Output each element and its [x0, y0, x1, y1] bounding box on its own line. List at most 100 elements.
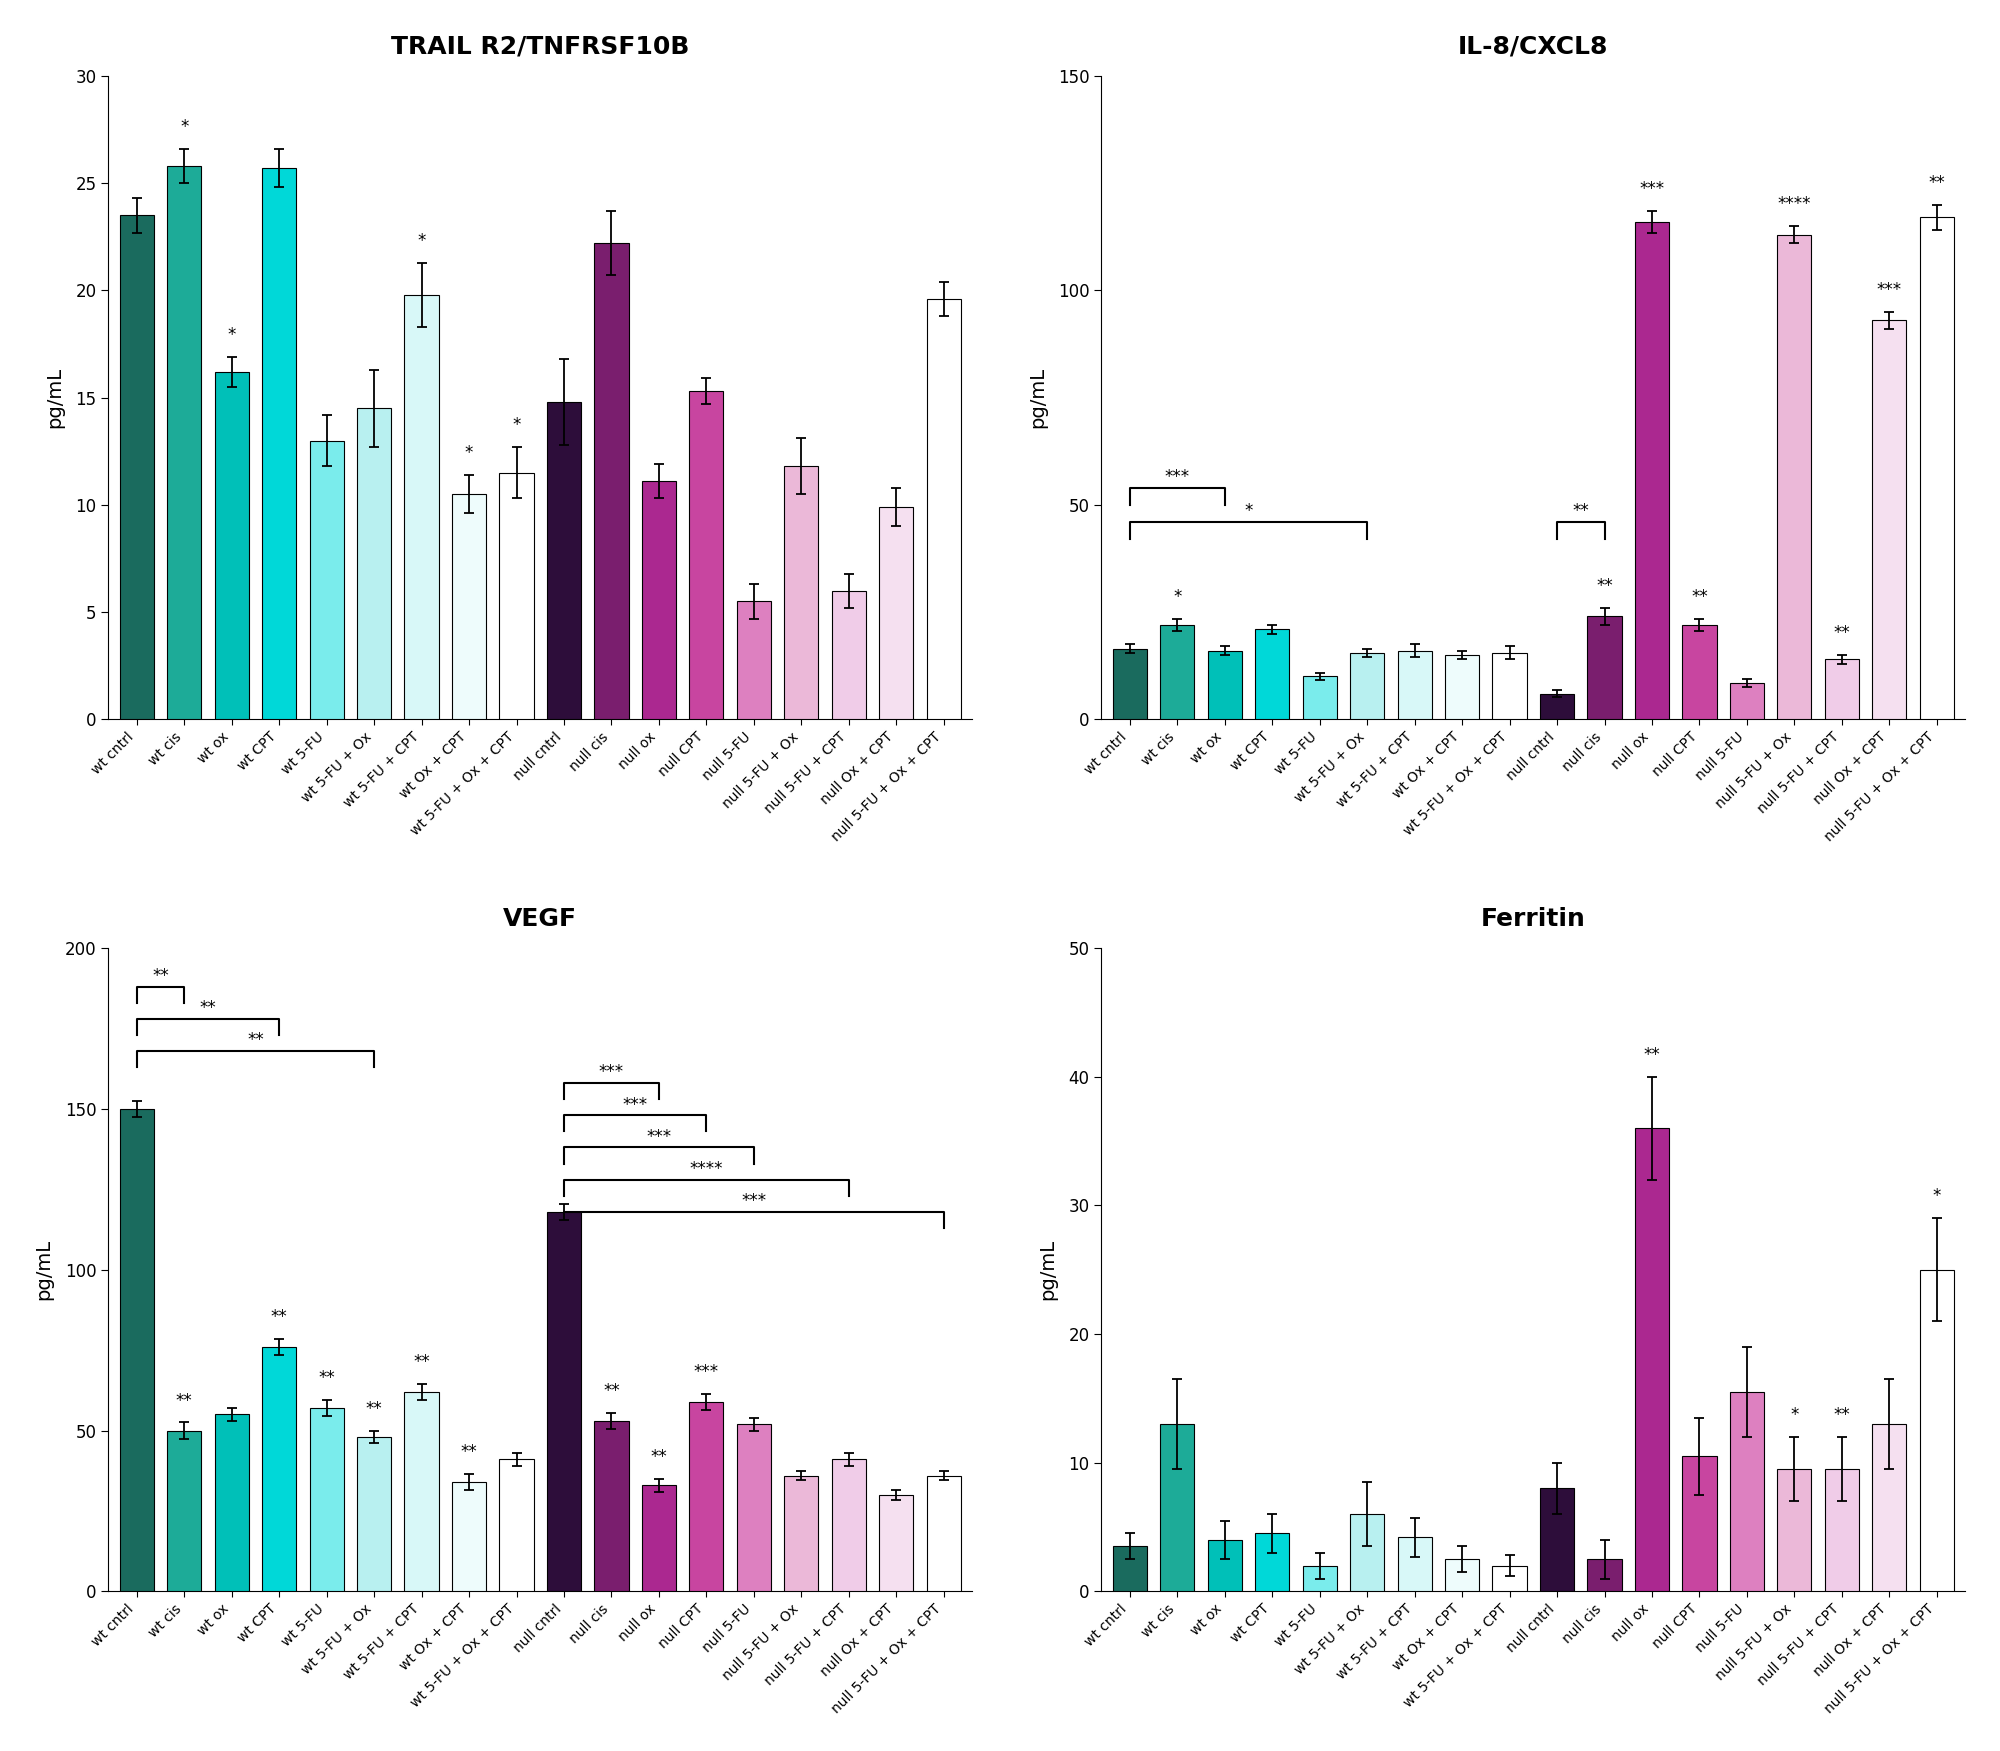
Bar: [500, 473, 534, 720]
Bar: [1112, 648, 1146, 720]
Title: TRAIL R2/TNFRSF10B: TRAIL R2/TNFRSF10B: [392, 35, 690, 60]
Text: ***: ***: [742, 1192, 766, 1210]
Bar: [1398, 1537, 1432, 1592]
Bar: [1540, 1488, 1574, 1592]
Text: **: **: [152, 967, 168, 986]
Text: **: **: [414, 1354, 430, 1371]
Text: **: **: [1572, 503, 1590, 520]
Bar: [452, 494, 486, 720]
Bar: [880, 508, 914, 720]
Title: VEGF: VEGF: [504, 907, 578, 932]
Bar: [1302, 1565, 1336, 1592]
Bar: [1920, 217, 1954, 720]
Bar: [546, 403, 582, 720]
Bar: [690, 390, 724, 720]
Bar: [1112, 1546, 1146, 1592]
Bar: [214, 371, 248, 720]
Text: **: **: [460, 1443, 478, 1460]
Bar: [594, 243, 628, 720]
Text: *: *: [1174, 588, 1182, 606]
Text: **: **: [270, 1308, 288, 1326]
Bar: [358, 408, 392, 720]
Bar: [1778, 235, 1812, 720]
Bar: [404, 1392, 438, 1592]
Bar: [1492, 653, 1526, 720]
Text: *: *: [228, 326, 236, 343]
Y-axis label: pg/mL: pg/mL: [1028, 368, 1046, 429]
Bar: [262, 168, 296, 720]
Bar: [832, 1460, 866, 1592]
Bar: [1730, 1392, 1764, 1592]
Text: ***: ***: [646, 1128, 672, 1145]
Bar: [880, 1495, 914, 1592]
Bar: [1778, 1469, 1812, 1592]
Text: **: **: [248, 1031, 264, 1049]
Text: **: **: [318, 1369, 336, 1387]
Bar: [926, 1476, 960, 1592]
Text: *: *: [464, 445, 474, 462]
Bar: [500, 1460, 534, 1592]
Bar: [642, 482, 676, 720]
Bar: [1540, 693, 1574, 720]
Bar: [1682, 1457, 1716, 1592]
Bar: [1446, 1558, 1480, 1592]
Text: **: **: [650, 1448, 668, 1466]
Text: *: *: [418, 231, 426, 250]
Bar: [1634, 222, 1670, 720]
Bar: [926, 299, 960, 720]
Bar: [1160, 1424, 1194, 1592]
Bar: [1350, 1515, 1384, 1592]
Bar: [358, 1438, 392, 1592]
Text: ***: ***: [694, 1362, 718, 1382]
Text: *: *: [512, 417, 520, 434]
Text: **: **: [1644, 1045, 1660, 1065]
Bar: [1256, 629, 1290, 720]
Bar: [1398, 651, 1432, 720]
Bar: [1920, 1269, 1954, 1592]
Text: **: **: [1928, 173, 1946, 193]
Bar: [1492, 1565, 1526, 1592]
Bar: [1302, 676, 1336, 720]
Text: ***: ***: [598, 1063, 624, 1082]
Y-axis label: pg/mL: pg/mL: [46, 368, 64, 429]
Bar: [310, 1408, 344, 1592]
Bar: [784, 466, 818, 720]
Bar: [1824, 1469, 1858, 1592]
Bar: [1208, 1539, 1242, 1592]
Bar: [1824, 660, 1858, 720]
Bar: [168, 166, 202, 720]
Bar: [642, 1485, 676, 1592]
Y-axis label: pg/mL: pg/mL: [1038, 1240, 1058, 1301]
Text: *: *: [1244, 503, 1252, 520]
Bar: [832, 590, 866, 720]
Bar: [1872, 320, 1906, 720]
Text: *: *: [1932, 1187, 1940, 1205]
Text: **: **: [366, 1399, 382, 1418]
Bar: [1634, 1128, 1670, 1592]
Text: **: **: [1692, 588, 1708, 606]
Bar: [1256, 1534, 1290, 1592]
Text: ***: ***: [1640, 180, 1664, 198]
Bar: [120, 1108, 154, 1592]
Text: *: *: [1790, 1406, 1798, 1424]
Text: *: *: [180, 117, 188, 137]
Bar: [310, 441, 344, 720]
Bar: [784, 1476, 818, 1592]
Bar: [262, 1347, 296, 1592]
Bar: [404, 294, 438, 720]
Bar: [1730, 683, 1764, 720]
Bar: [736, 601, 770, 720]
Bar: [690, 1401, 724, 1592]
Bar: [1208, 651, 1242, 720]
Bar: [1160, 625, 1194, 720]
Text: ***: ***: [1876, 280, 1902, 299]
Text: **: **: [1596, 578, 1612, 595]
Text: **: **: [200, 1000, 216, 1017]
Text: ***: ***: [622, 1096, 648, 1114]
Bar: [214, 1415, 248, 1592]
Title: IL-8/CXCL8: IL-8/CXCL8: [1458, 35, 1608, 60]
Bar: [1588, 1558, 1622, 1592]
Text: **: **: [1834, 1406, 1850, 1424]
Bar: [1682, 625, 1716, 720]
Text: **: **: [176, 1392, 192, 1410]
